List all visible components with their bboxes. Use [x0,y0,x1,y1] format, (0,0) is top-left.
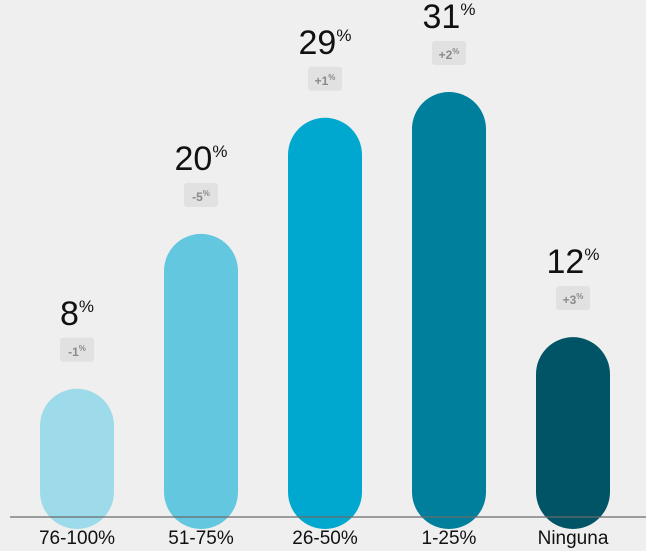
value-label-Ninguna: 12% [547,243,600,281]
value-label-1-25%: 31% [423,0,476,36]
bar-76-100% [40,388,114,529]
category-label-1-25%: 1-25% [422,528,477,549]
bar-1-25% [412,92,486,529]
bar-51-75% [164,233,238,529]
value-label-76-100%: 8% [60,295,94,333]
value-label-26-50%: 29% [299,24,352,62]
category-label-Ninguna: Ninguna [538,528,609,549]
change-badge-76-100% [60,337,94,362]
change-label-Ninguna: +3% [563,292,584,307]
change-badge-1-25% [432,41,466,65]
bar-26-50% [288,117,362,529]
change-label-76-100%: -1% [68,344,86,359]
bar-Ninguna [536,337,610,529]
category-label-51-75%: 51-75% [168,528,234,549]
labels-layer: 8% -1% 20% -5% 29% +1% 31% +2% 12% +3% [60,0,600,362]
change-label-26-50%: +1% [315,73,336,88]
category-labels: 76-100% 51-75% 26-50% 1-25% Ninguna [39,528,609,549]
bars-layer [40,92,610,529]
category-label-26-50%: 26-50% [292,528,358,549]
change-badge-Ninguna [556,286,590,311]
change-badge-26-50% [308,66,342,91]
change-badge-51-75% [184,182,218,207]
change-label-51-75%: -5% [192,189,210,204]
category-label-76-100%: 76-100% [39,528,115,549]
change-label-1-25%: +2% [439,47,460,62]
value-label-51-75%: 20% [175,140,228,178]
